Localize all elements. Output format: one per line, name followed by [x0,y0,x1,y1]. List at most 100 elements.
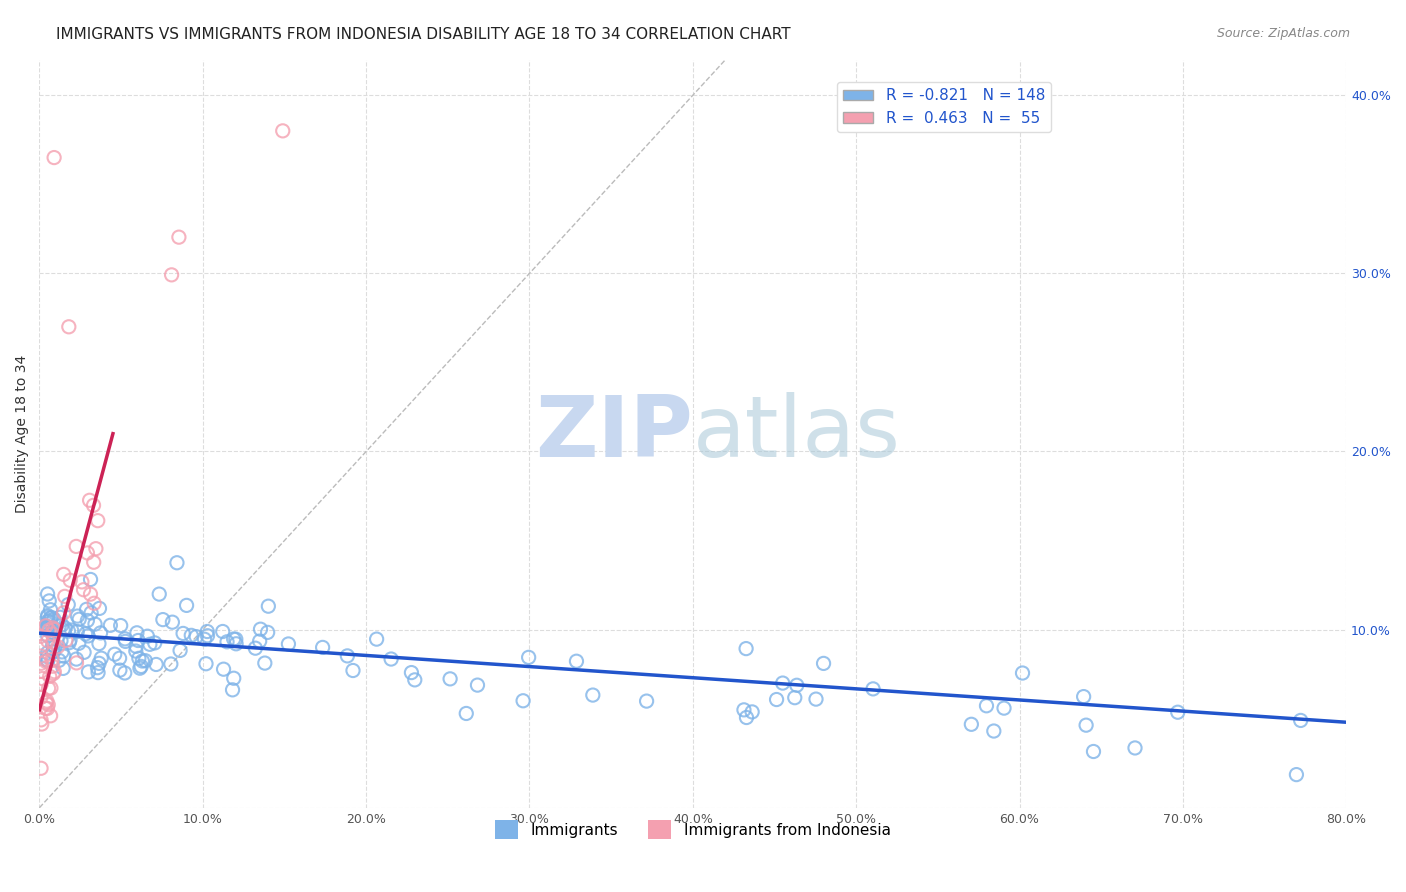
Point [636,694,658,708]
Point [42,623,65,637]
Point [90,626,112,640]
Point [786,678,808,692]
Point [49,633,72,648]
Point [66,624,89,639]
Point [1123,741,1146,756]
Point [67,636,90,650]
Point [37,701,59,715]
Point [211,624,233,639]
Point [114,632,136,646]
Point [83,555,105,569]
Point [37,628,59,642]
Point [1011,666,1033,681]
Point [257,599,280,614]
Point [52,623,75,637]
Point [467,678,489,692]
Point [30,677,52,691]
Point [89,601,111,615]
Point [52,606,75,620]
Point [336,648,359,663]
Point [30,657,52,671]
Point [733,703,755,717]
Point [193,632,215,647]
Point [110,618,132,632]
Point [813,657,835,671]
Point [148,587,170,601]
Point [127,633,149,648]
Point [86,661,108,675]
Point [59,574,82,588]
Point [1074,718,1097,732]
Point [37,587,59,601]
Point [735,641,758,656]
Point [162,615,184,630]
Point [30,648,52,663]
Point [342,664,364,678]
Point [128,651,150,665]
Point [249,622,271,636]
Point [41,638,63,652]
Point [51,645,73,659]
Point [72,582,94,597]
Point [1073,690,1095,704]
Point [39,708,62,723]
Legend: Immigrants, Immigrants from Indonesia: Immigrants, Immigrants from Indonesia [489,814,897,845]
Point [145,657,167,672]
Y-axis label: Disability Age 18 to 34: Disability Age 18 to 34 [15,354,30,513]
Point [765,692,787,706]
Point [160,657,183,671]
Point [277,637,299,651]
Point [38,624,60,638]
Point [51,618,73,632]
Point [79,573,101,587]
Point [44,665,66,679]
Point [83,498,105,512]
Point [58,598,80,612]
Point [108,651,131,665]
Point [37,653,59,667]
Point [169,643,191,657]
Point [52,567,75,582]
Point [772,676,794,690]
Point [52,649,75,664]
Point [366,632,388,647]
Point [58,319,80,334]
Point [37,610,59,624]
Point [136,629,159,643]
Point [30,713,52,727]
Point [66,609,89,624]
Point [38,681,60,696]
Point [172,626,194,640]
Point [55,633,77,648]
Point [125,625,148,640]
Point [245,641,267,656]
Point [152,613,174,627]
Point [129,659,152,673]
Text: IMMIGRANTS VS IMMIGRANTS FROM INDONESIA DISABILITY AGE 18 TO 34 CORRELATION CHAR: IMMIGRANTS VS IMMIGRANTS FROM INDONESIA … [56,27,790,42]
Point [83,596,105,610]
Point [221,682,243,697]
Point [84,617,107,632]
Point [976,698,998,713]
Point [42,666,65,681]
Point [30,629,52,643]
Point [37,619,59,633]
Point [76,614,98,628]
Point [42,635,65,649]
Point [41,625,63,640]
Point [44,623,66,637]
Point [30,665,52,679]
Point [58,635,80,649]
Point [59,632,82,647]
Point [70,574,93,589]
Point [35,654,58,668]
Point [114,634,136,648]
Point [195,657,218,671]
Point [35,619,58,633]
Point [565,654,588,668]
Point [42,621,65,635]
Point [225,637,247,651]
Point [249,634,271,648]
Point [60,623,83,637]
Point [90,651,112,665]
